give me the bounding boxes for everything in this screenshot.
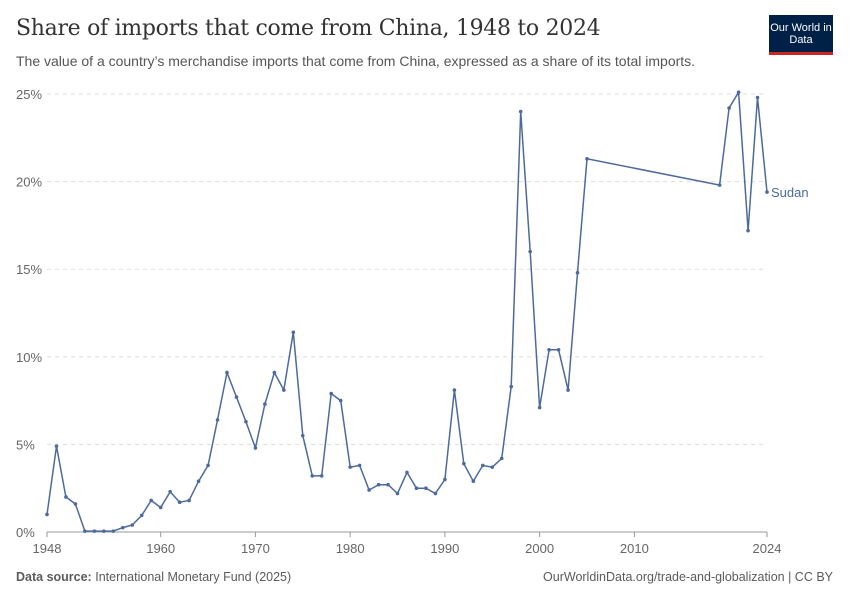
- data-point: [73, 502, 78, 506]
- data-point: [518, 109, 523, 114]
- data-point: [196, 479, 201, 483]
- y-tick-label: 0%: [16, 525, 35, 540]
- data-point: [319, 474, 324, 478]
- data-point: [490, 465, 495, 469]
- data-point: [130, 523, 135, 527]
- data-point: [452, 388, 457, 392]
- data-point: [291, 330, 296, 335]
- data-point: [528, 249, 532, 254]
- data-point: [45, 512, 49, 517]
- data-point: [736, 90, 741, 95]
- x-tick-label: 1980: [336, 541, 365, 556]
- data-point: [746, 228, 750, 233]
- data-point: [386, 482, 390, 487]
- data-point: [575, 270, 580, 275]
- source-text[interactable]: International Monetary Fund (2025): [95, 570, 292, 584]
- x-tick-label: 2010: [620, 541, 649, 556]
- data-point: [585, 157, 589, 161]
- data-point: [414, 486, 419, 491]
- data-point: [272, 370, 277, 375]
- data-point: [547, 347, 551, 352]
- data-point: [102, 529, 106, 533]
- data-point: [234, 395, 239, 399]
- data-point: [566, 388, 570, 392]
- data-point: [206, 463, 210, 468]
- data-point: [395, 491, 400, 496]
- data-point: [177, 500, 182, 505]
- data-point: [338, 398, 343, 403]
- data-point: [717, 183, 722, 187]
- data-point: [357, 463, 362, 468]
- data-point: [244, 419, 248, 424]
- url-license[interactable]: OurWorldinData.org/trade-and-globalizati…: [543, 570, 833, 584]
- x-tick-label: 1948: [33, 541, 62, 556]
- data-point: [405, 470, 409, 475]
- data-point: [282, 388, 286, 392]
- x-tick-label: 1970: [241, 541, 270, 556]
- x-tick-label: 1960: [146, 541, 175, 556]
- data-point: [755, 95, 760, 100]
- data-point: [225, 370, 229, 375]
- data-point: [253, 446, 258, 450]
- series-line: [46, 89, 768, 532]
- data-point: [424, 486, 428, 491]
- data-point: [765, 190, 769, 194]
- data-point: [329, 391, 334, 396]
- data-point: [215, 418, 220, 422]
- x-tick-label: 2024: [753, 541, 782, 556]
- data-point: [556, 347, 561, 352]
- data-point: [537, 405, 542, 410]
- source-label: Data source:: [16, 570, 92, 584]
- data-point: [376, 482, 381, 487]
- data-point: [92, 529, 97, 533]
- data-point: [54, 444, 59, 448]
- y-tick-label: 15%: [16, 262, 42, 277]
- data-point: [310, 474, 315, 478]
- data-point: [462, 461, 466, 466]
- y-tick-label: 10%: [16, 350, 42, 365]
- data-point: [120, 525, 125, 530]
- owid-logo[interactable]: Our World in Data: [769, 15, 833, 55]
- x-tick-label: 1990: [430, 541, 459, 556]
- data-point: [111, 529, 116, 533]
- data-point: [443, 477, 447, 482]
- y-tick-label: 20%: [16, 175, 42, 190]
- x-tick-label: 2000: [525, 541, 554, 556]
- data-point: [83, 529, 87, 533]
- data-source: Data source: International Monetary Fund…: [16, 570, 291, 584]
- data-point: [300, 433, 305, 438]
- y-tick-label: 25%: [16, 87, 42, 102]
- data-point: [367, 488, 371, 492]
- data-point: [64, 495, 68, 499]
- chart-subtitle: The value of a country’s merchandise imp…: [16, 53, 696, 69]
- y-tick-label: 5%: [16, 437, 35, 452]
- chart-title: Share of imports that come from China, 1…: [16, 16, 601, 41]
- data-point: [348, 465, 352, 469]
- data-point: [149, 498, 154, 503]
- data-point: [168, 489, 172, 494]
- data-point: [187, 498, 191, 503]
- data-point: [499, 456, 504, 461]
- data-point: [139, 513, 144, 518]
- data-point: [727, 106, 731, 110]
- data-point: [480, 463, 485, 468]
- data-point: [433, 491, 438, 496]
- data-point: [471, 479, 476, 483]
- data-point: [158, 505, 163, 510]
- data-point: [263, 402, 267, 406]
- data-point: [509, 384, 514, 389]
- series-label: Sudan: [771, 185, 809, 200]
